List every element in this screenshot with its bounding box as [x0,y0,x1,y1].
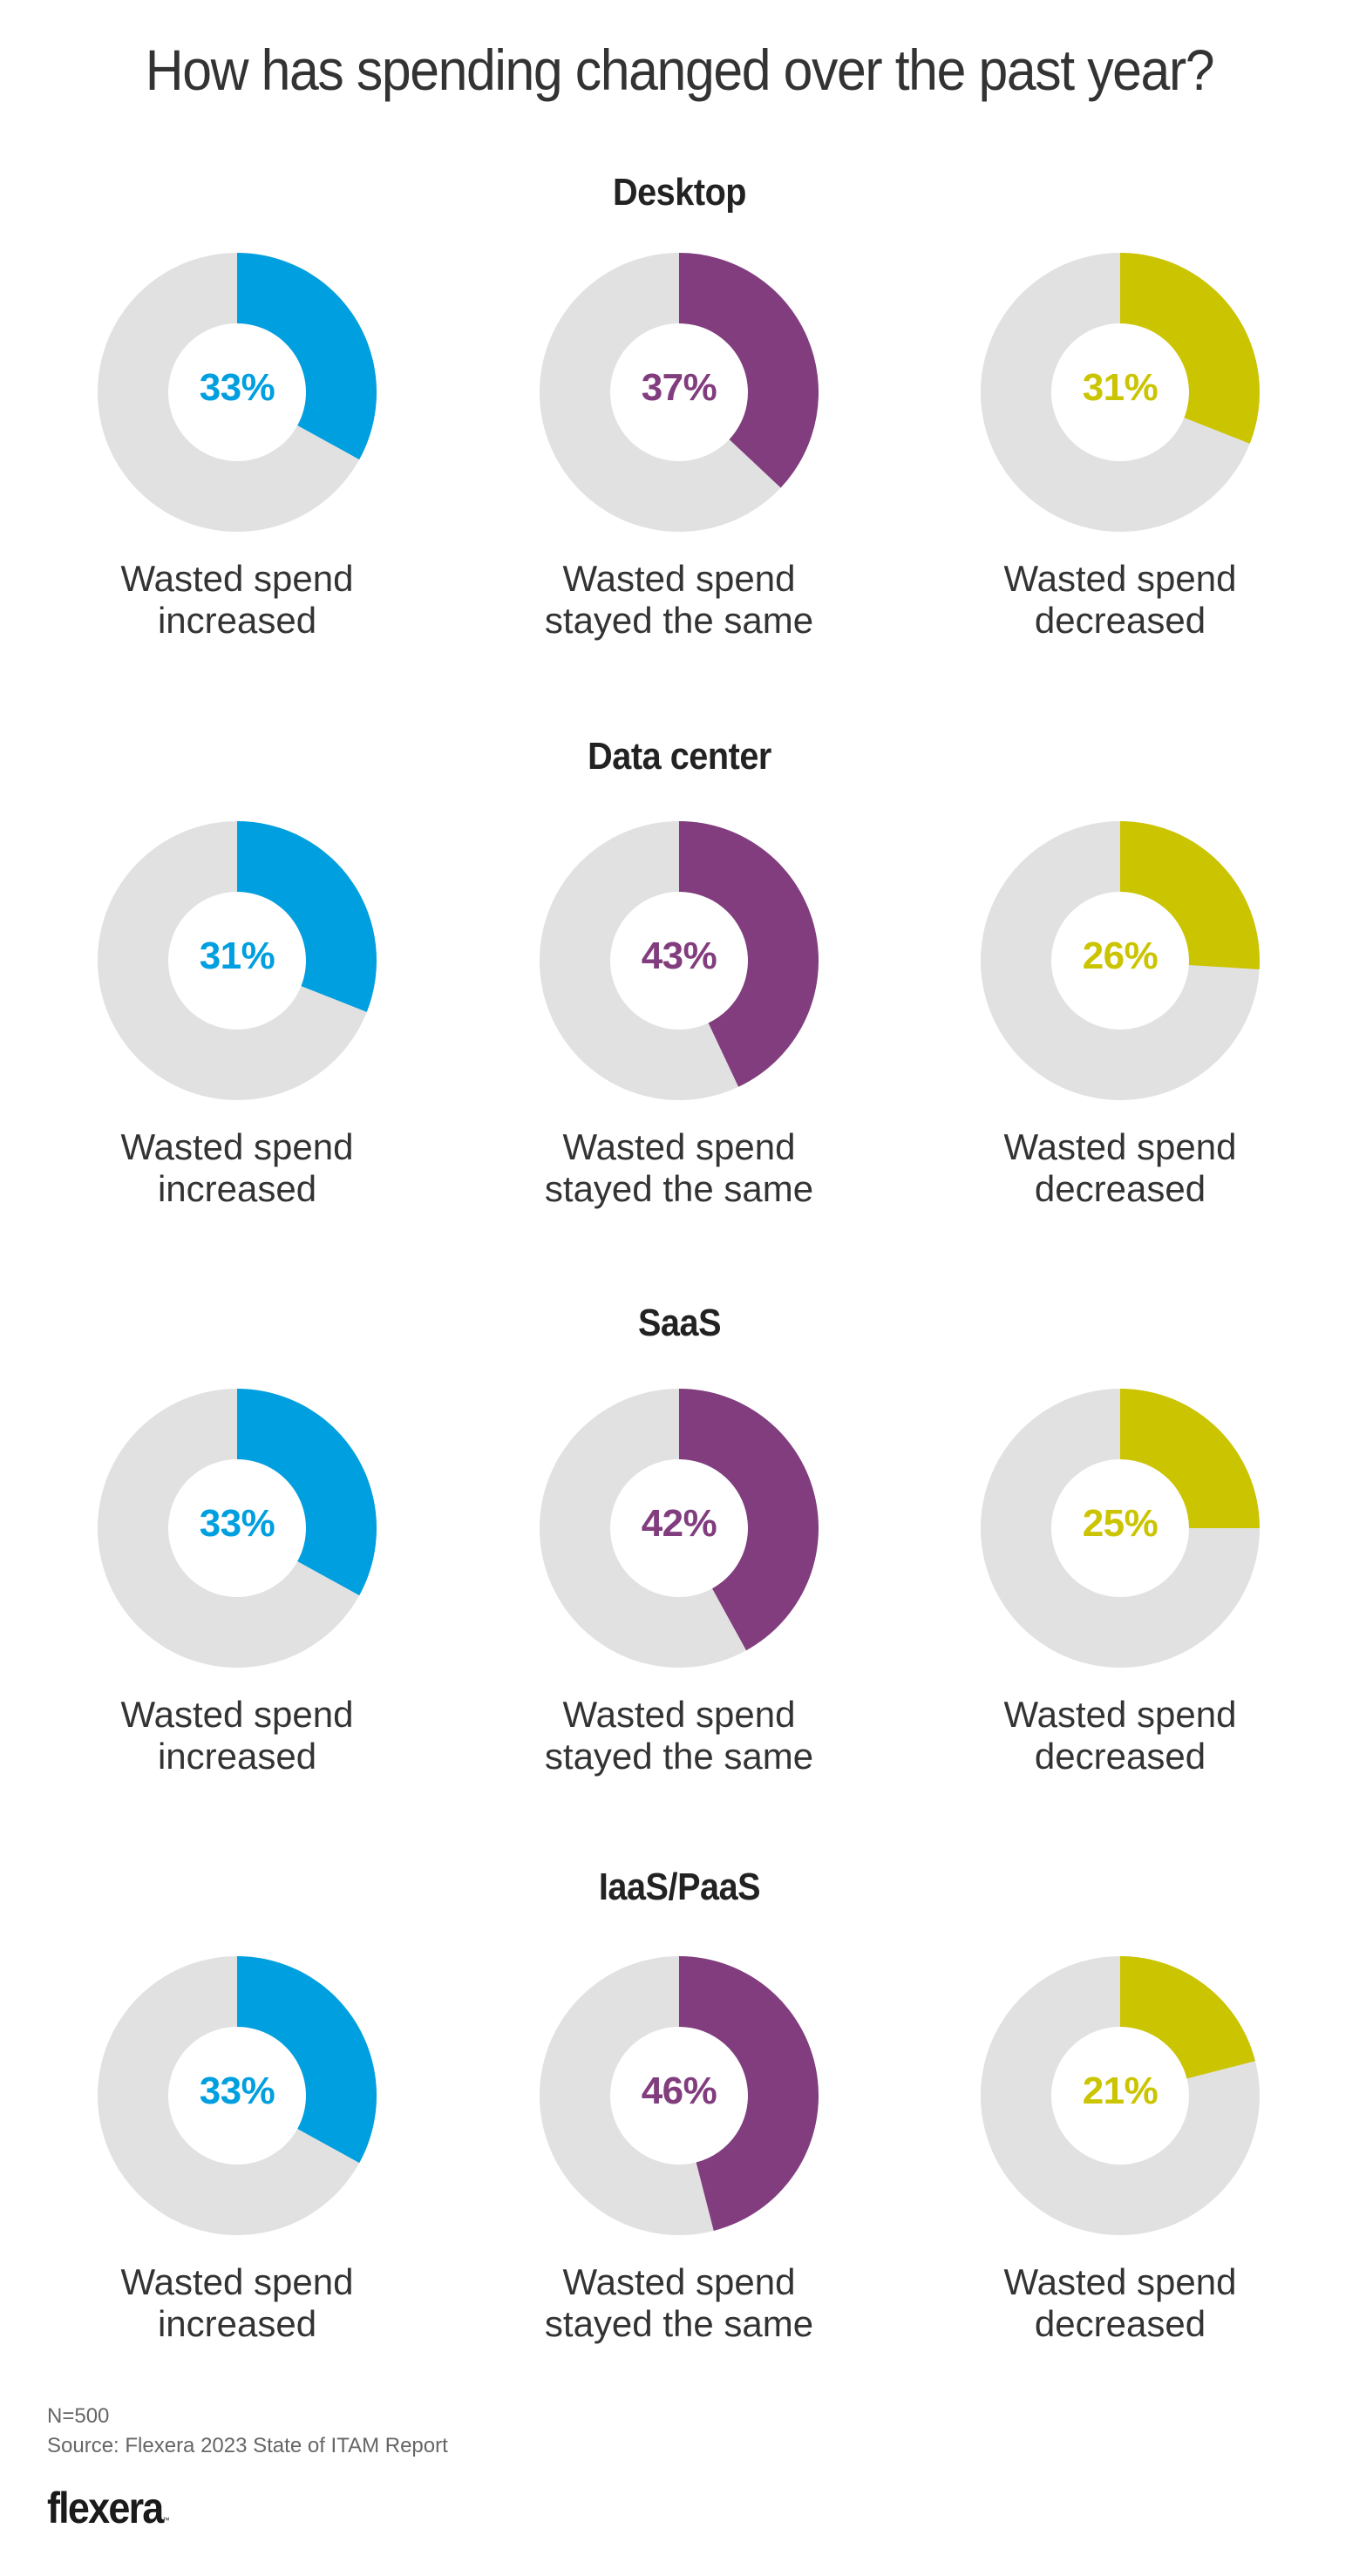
caption-line-1: Wasted spend [120,1694,354,1735]
caption-line-2: increased [157,1168,317,1209]
caption-line-1: Wasted spend [1003,1126,1237,1167]
donut-value-slice [237,253,377,460]
donut-chart: 31% [89,812,385,1109]
caption-line-1: Wasted spend [120,558,354,599]
donut-percent-label: 21% [1082,2070,1159,2112]
caption-line-2: stayed the same [544,1736,814,1777]
donut-caption: Wasted spend increased [28,1694,446,1777]
donut-percent-label: 43% [641,935,717,977]
donut-svg [539,1956,819,2235]
donut-caption: Wasted spend increased [28,2261,446,2345]
donut-svg [97,253,377,532]
donut-value-slice [679,253,819,488]
donut-chart: 33% [89,1380,385,1676]
donut-svg [980,821,1260,1100]
donut-caption: Wasted spend stayed the same [470,558,888,642]
donut-chart: 46% [531,1947,827,2244]
donut-percent-label: 33% [199,2070,275,2112]
donut-chart: 43% [531,812,827,1109]
caption-line-2: decreased [1034,2303,1206,2344]
caption-line-1: Wasted spend [562,558,796,599]
donut-value-slice [237,1389,377,1596]
donut-svg [539,1389,819,1668]
caption-line-2: decreased [1034,600,1206,641]
flexera-logo: flexera™ [47,2483,170,2533]
donut-svg [97,821,377,1100]
section-title: Desktop [612,171,747,214]
logo-text: flexera [47,2484,164,2532]
donut-caption: Wasted spend increased [28,558,446,642]
caption-line-1: Wasted spend [120,2261,354,2302]
section-title: Data center [588,735,771,778]
donut-caption: Wasted spend increased [28,1126,446,1210]
section-title: IaaS/PaaS [598,1866,761,1908]
caption-line-1: Wasted spend [562,1126,796,1167]
donut-svg [980,1389,1260,1668]
donut-chart: 42% [531,1380,827,1676]
caption-line-1: Wasted spend [1003,558,1237,599]
donut-percent-label: 33% [199,366,275,409]
donut-value-slice [679,1956,819,2231]
caption-line-2: decreased [1034,1168,1206,1209]
donut-value-slice [1120,1956,1255,2079]
donut-chart: 31% [972,244,1268,540]
donut-value-slice [679,1389,819,1651]
source-note: Source: Flexera 2023 State of ITAM Repor… [47,2434,448,2457]
donut-value-slice [237,1956,377,2164]
caption-line-2: stayed the same [544,1168,814,1209]
donut-svg [980,253,1260,532]
donut-percent-label: 25% [1082,1502,1159,1545]
donut-caption: Wasted spend decreased [911,558,1329,642]
donut-svg [539,253,819,532]
caption-line-1: Wasted spend [562,2261,796,2302]
donut-value-slice [1120,253,1260,444]
caption-line-2: increased [157,2303,317,2344]
caption-line-1: Wasted spend [1003,1694,1237,1735]
donut-caption: Wasted spend decreased [911,1694,1329,1777]
donut-value-slice [237,821,377,1012]
donut-percent-label: 26% [1082,935,1159,977]
donut-percent-label: 31% [1082,366,1159,409]
donut-chart: 37% [531,244,827,540]
donut-caption: Wasted spend decreased [911,2261,1329,2345]
caption-line-2: decreased [1034,1736,1206,1777]
donut-chart: 33% [89,1947,385,2244]
caption-line-2: stayed the same [544,2303,814,2344]
donut-chart: 26% [972,812,1268,1109]
donut-caption: Wasted spend decreased [911,1126,1329,1210]
donut-svg [97,1956,377,2235]
donut-svg [539,821,819,1100]
donut-caption: Wasted spend stayed the same [470,2261,888,2345]
donut-percent-label: 33% [199,1502,275,1545]
donut-chart: 21% [972,1947,1268,2244]
donut-value-slice [1120,1389,1260,1528]
caption-line-1: Wasted spend [1003,2261,1237,2302]
caption-line-1: Wasted spend [120,1126,354,1167]
caption-line-2: increased [157,1736,317,1777]
caption-line-1: Wasted spend [562,1694,796,1735]
donut-value-slice [1120,821,1260,970]
caption-line-2: increased [157,600,317,641]
donut-chart: 33% [89,244,385,540]
section-title: SaaS [637,1302,722,1344]
donut-percent-label: 42% [641,1502,717,1545]
sample-size-note: N=500 [47,2404,110,2428]
donut-svg [980,1956,1260,2235]
trademark-mark: ™ [162,2516,170,2525]
donut-svg [97,1389,377,1668]
donut-caption: Wasted spend stayed the same [470,1126,888,1210]
caption-line-2: stayed the same [544,600,814,641]
donut-caption: Wasted spend stayed the same [470,1694,888,1777]
donut-chart: 25% [972,1380,1268,1676]
donut-value-slice [679,821,819,1087]
donut-percent-label: 37% [641,366,717,409]
donut-percent-label: 31% [199,935,275,977]
chart-title: How has spending changed over the past y… [145,37,1215,102]
donut-percent-label: 46% [641,2070,717,2112]
